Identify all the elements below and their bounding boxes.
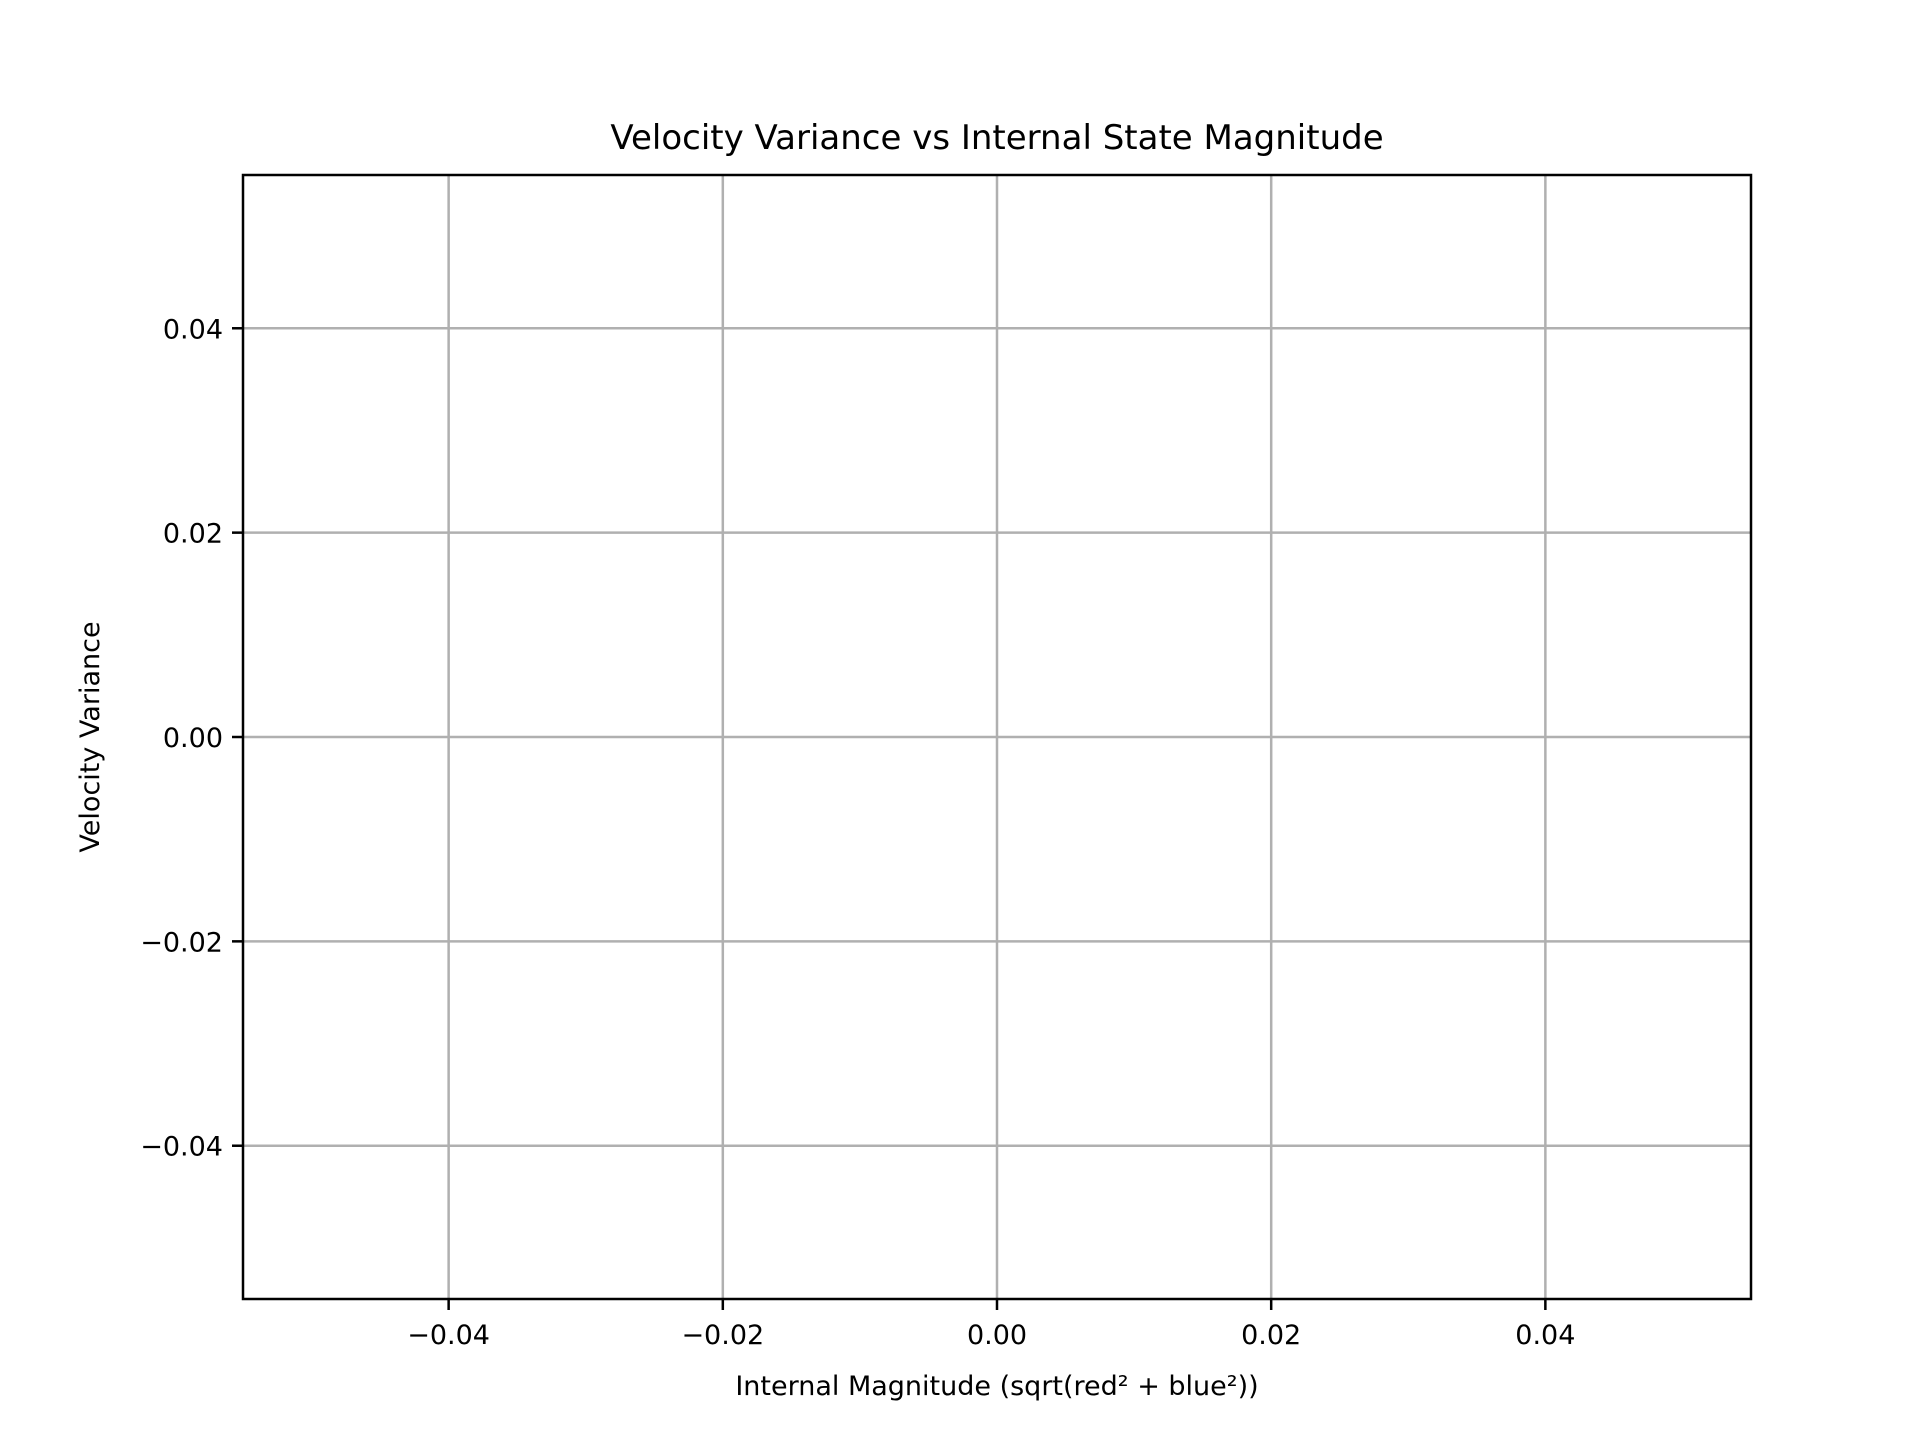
y-axis: −0.04 −0.02 0.00 0.02 0.04 bbox=[140, 314, 243, 1163]
x-axis: −0.04 −0.02 0.00 0.02 0.04 bbox=[407, 1299, 1575, 1351]
y-tick-label: 0.00 bbox=[163, 723, 223, 754]
x-tick-label: −0.04 bbox=[407, 1320, 490, 1351]
y-gridlines bbox=[243, 327, 1751, 1147]
y-tick-label: −0.02 bbox=[140, 927, 223, 958]
x-tick-label: −0.02 bbox=[681, 1320, 764, 1351]
chart-title: Velocity Variance vs Internal State Magn… bbox=[610, 118, 1383, 158]
x-axis-label: Internal Magnitude (sqrt(red² + blue²)) bbox=[735, 1371, 1258, 1402]
y-tick-label: 0.02 bbox=[163, 519, 223, 550]
x-tick-label: 0.00 bbox=[967, 1320, 1027, 1351]
x-tick-label: 0.02 bbox=[1241, 1320, 1301, 1351]
x-tick-label: 0.04 bbox=[1515, 1320, 1575, 1351]
y-tick-label: −0.04 bbox=[140, 1132, 223, 1163]
y-axis-label: Velocity Variance bbox=[75, 621, 106, 852]
y-tick-label: 0.04 bbox=[163, 314, 223, 345]
